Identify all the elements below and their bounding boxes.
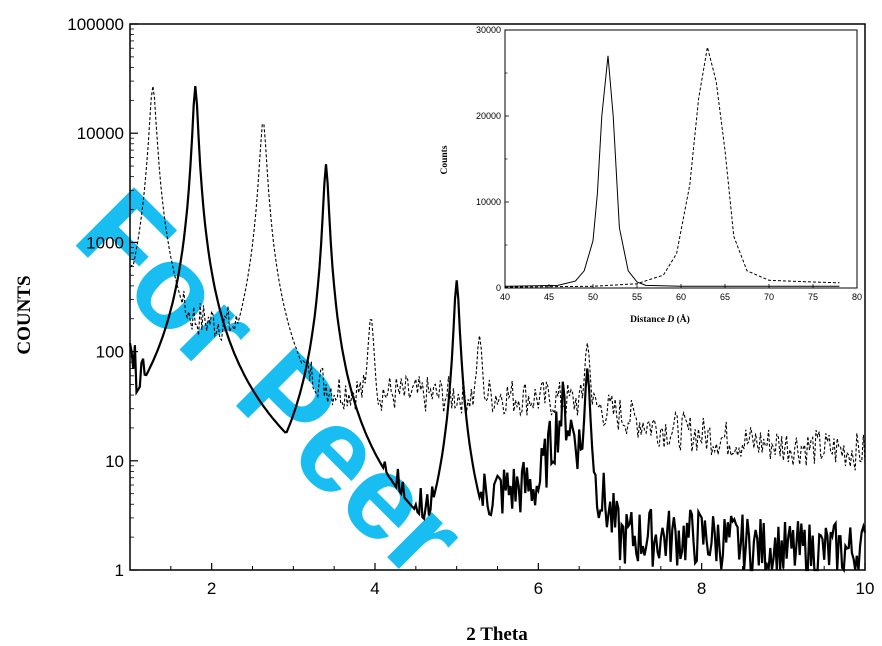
inset-x-tick-label: 45 (544, 292, 554, 302)
inset-x-tick-label: 60 (676, 292, 686, 302)
inset-x-title-main: Distance (630, 315, 667, 325)
inset-y-axis-title: Counts (440, 145, 450, 174)
inset-x-axis-title: Distance D (Å) (630, 313, 690, 325)
main-x-axis-title: 2 Theta (466, 624, 528, 645)
inset-x-tick-label: 55 (632, 292, 642, 302)
inset-x-tick-label: 50 (588, 292, 598, 302)
main-series-solid (128, 86, 867, 574)
main-y-tick-label: 100 (96, 343, 124, 362)
inset-series-solid (504, 55, 840, 287)
inset-x-title-unit: (Å) (674, 313, 690, 325)
inset-x-tick-label: 75 (808, 292, 818, 302)
inset-y-tick-label: 0 (496, 283, 501, 293)
inset-series-dashed (504, 47, 840, 288)
inset-x-tick-label: 80 (852, 292, 862, 302)
inset-x-title-italic: D (666, 315, 674, 325)
main-x-tick-label: 4 (370, 579, 379, 598)
main-x-tick-label: 6 (534, 579, 543, 598)
main-y-tick-label: 1 (115, 561, 124, 580)
inset-x-tick-label: 65 (720, 292, 730, 302)
inset-x-tick-label: 40 (500, 292, 510, 302)
inset-y-tick-label: 30000 (476, 25, 501, 35)
main-y-tick-label: 100000 (67, 15, 124, 34)
main-y-tick-label: 10 (105, 452, 124, 471)
inset-y-tick-label: 10000 (476, 197, 501, 207)
inset-background (490, 30, 857, 288)
main-x-tick-label: 8 (697, 579, 706, 598)
main-series-dashed (129, 86, 866, 471)
inset-plot: 40 45 50 55 60 65 70 75 80 0 10000 20000 30000 (476, 25, 862, 302)
main-y-axis-title: COUNTS (14, 275, 35, 354)
inset-y-tick-label: 20000 (476, 111, 501, 121)
main-x-tick-label: 2 (207, 579, 216, 598)
main-x-tick-label: 10 (856, 579, 875, 598)
main-y-tick-label: 10000 (77, 124, 124, 143)
inset-x-tick-label: 70 (764, 292, 774, 302)
main-y-tick-label: 1000 (86, 233, 124, 252)
